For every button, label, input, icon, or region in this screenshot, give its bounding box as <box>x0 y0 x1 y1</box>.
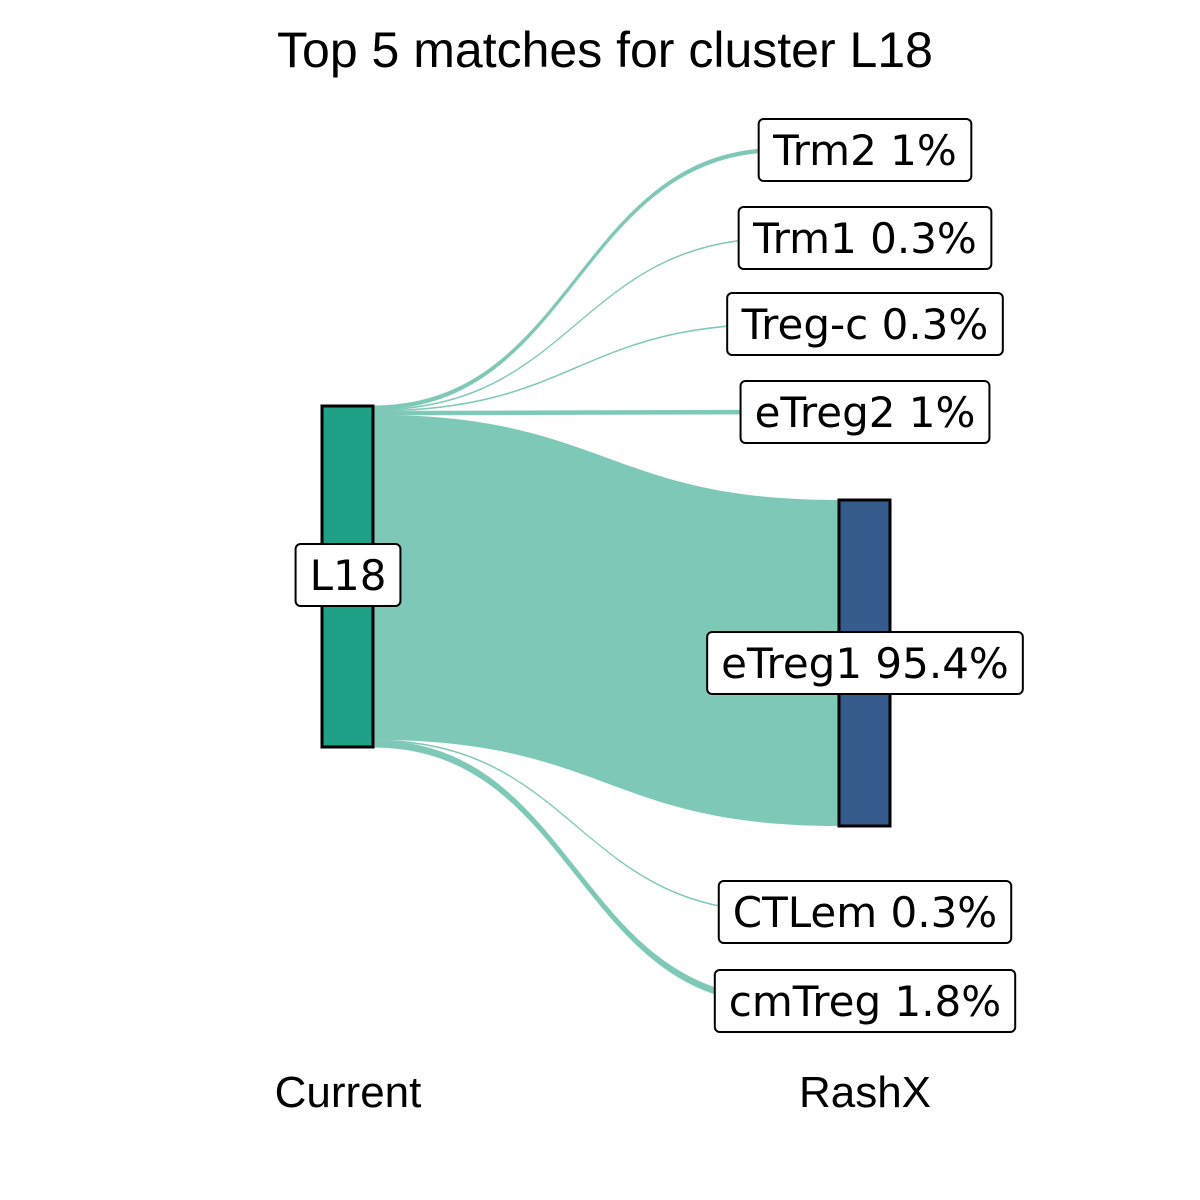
label-target-trm2-box <box>757 118 973 182</box>
label-target-treg-c: Treg-c 0.3% <box>726 292 1004 356</box>
flow-etreg2 <box>372 409 781 416</box>
label-target-cmtreg-box <box>713 969 1017 1033</box>
label-target-etreg2-text: eTreg2 1% <box>755 388 976 437</box>
label-target-etreg2-box <box>739 380 991 444</box>
label-target-cmtreg: cmTreg 1.8% <box>713 969 1017 1033</box>
label-source-l18-box <box>294 543 402 607</box>
label-target-ctlem-text: CTLem 0.3% <box>733 888 997 937</box>
flow-trm2 <box>372 147 781 411</box>
label-target-treg-c-box <box>726 292 1004 356</box>
label-target-trm2: Trm2 1% <box>757 118 973 182</box>
axis-label-rashx: RashX <box>799 1068 931 1117</box>
label-target-etreg1-box <box>706 631 1024 695</box>
label-target-etreg1: eTreg1 95.4% <box>706 631 1024 695</box>
label-target-ctlem-box <box>717 880 1013 944</box>
label-target-etreg1-text: eTreg1 95.4% <box>721 639 1009 688</box>
label-target-treg-c-text: Treg-c 0.3% <box>741 300 989 349</box>
axis-label-current: Current <box>275 1068 422 1117</box>
label-target-cmtreg-text: cmTreg 1.8% <box>729 977 1001 1026</box>
label-target-trm1-box <box>737 206 993 270</box>
chart-title: Top 5 matches for cluster L18 <box>277 22 933 78</box>
flow-etreg1 <box>373 414 839 826</box>
labels-group: L18 Trm2 1% Trm1 0.3% Treg-c 0.3% eTreg2 1% e… <box>294 118 1024 1033</box>
label-source-l18-text: L18 <box>310 551 387 600</box>
flows-group <box>372 147 839 1005</box>
label-target-ctlem: CTLem 0.3% <box>717 880 1013 944</box>
flow-trm1 <box>372 237 781 411</box>
label-target-trm1-text: Trm1 0.3% <box>752 214 977 263</box>
label-target-trm1: Trm1 0.3% <box>737 206 993 270</box>
label-source-l18: L18 <box>294 543 402 607</box>
label-target-trm2-text: Trm2 1% <box>772 126 957 175</box>
label-target-etreg2: eTreg2 1% <box>739 380 991 444</box>
